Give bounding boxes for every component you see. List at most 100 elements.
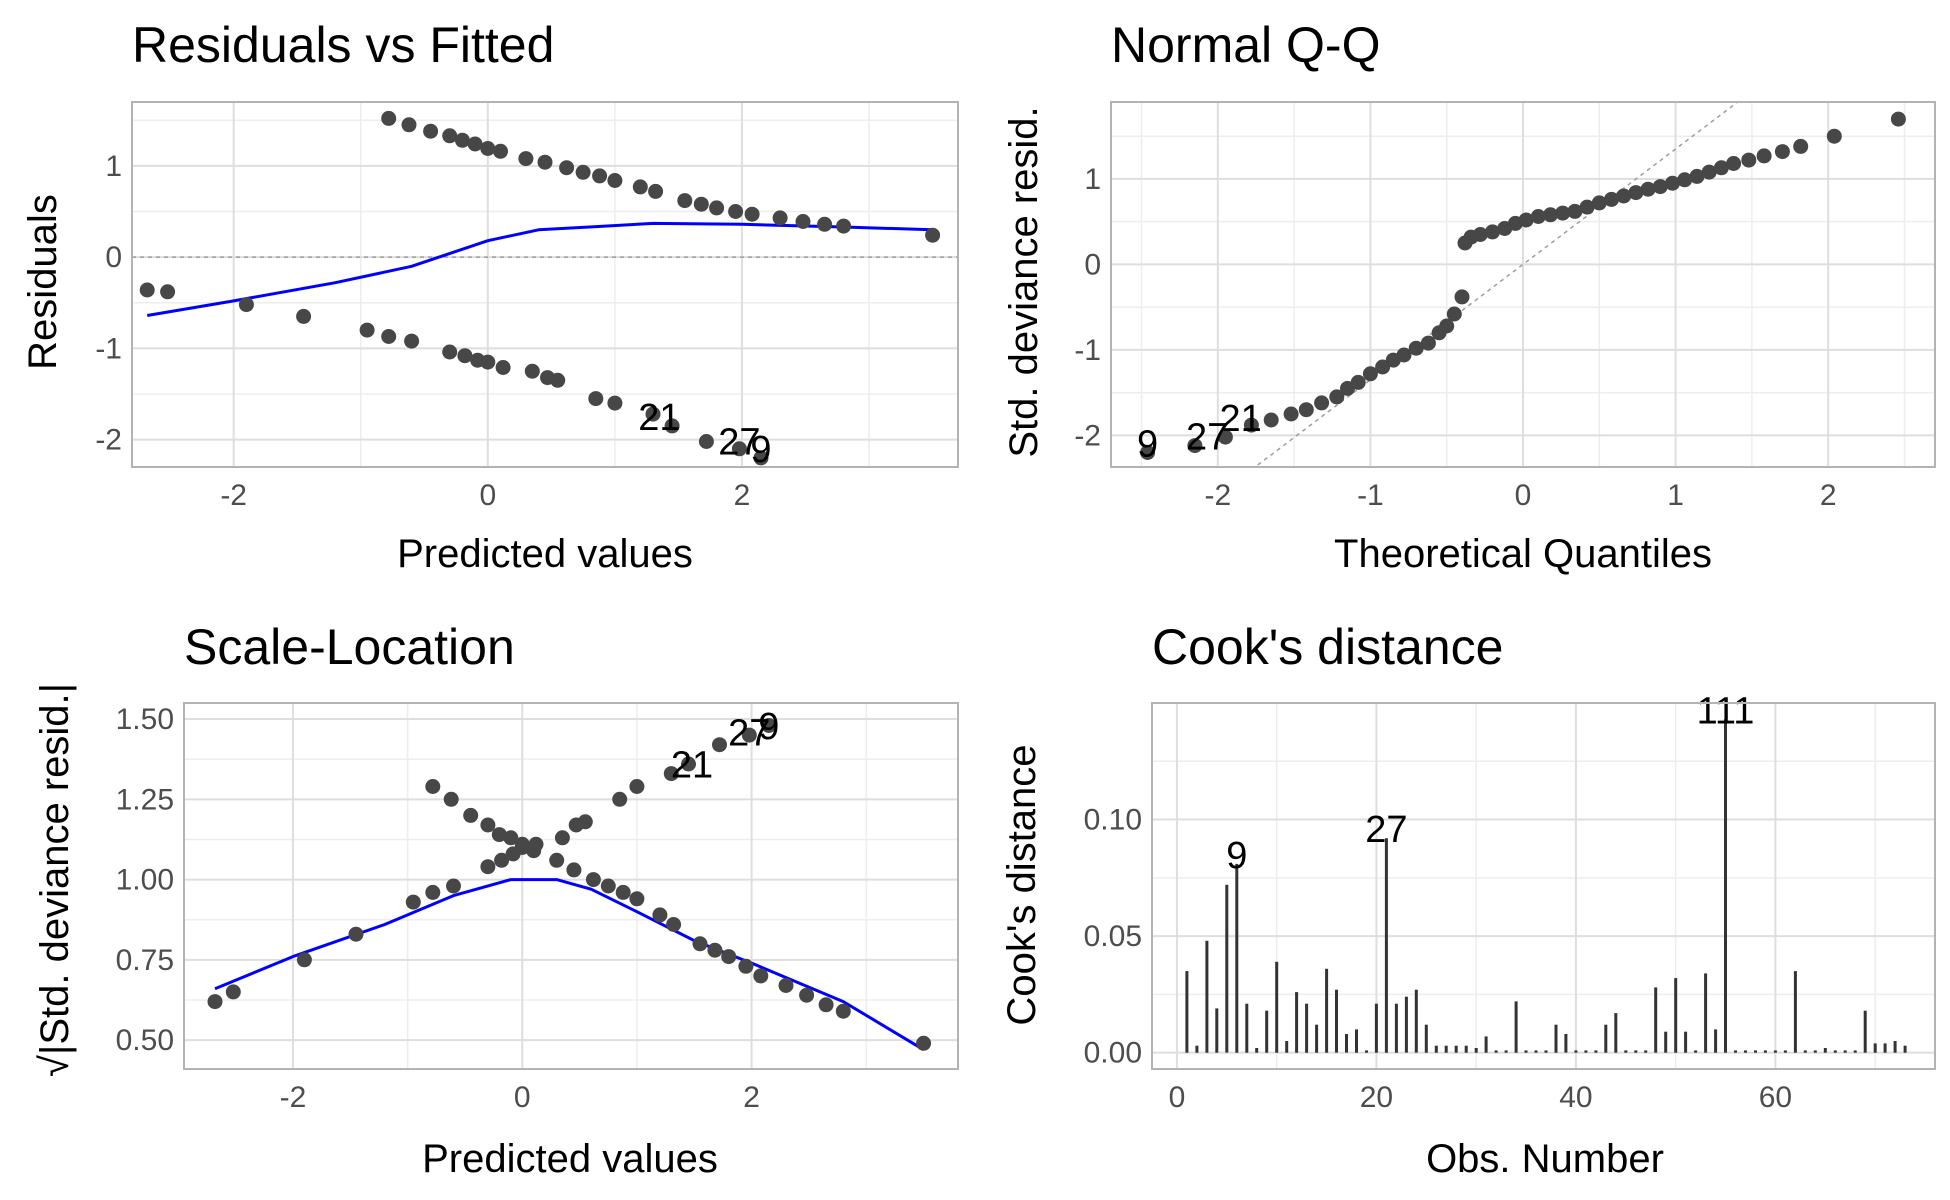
cooks-x-tick-label: 20 bbox=[1360, 1081, 1393, 1114]
residuals-point bbox=[238, 297, 254, 313]
cooks-point-label: 9 bbox=[1226, 835, 1247, 877]
cooks-bar bbox=[1704, 973, 1708, 1053]
qq-point bbox=[1217, 429, 1233, 445]
cooks-bar bbox=[1903, 1045, 1907, 1053]
qq-point-label: 27 bbox=[1186, 417, 1228, 459]
residuals-plot-border bbox=[131, 101, 959, 468]
scale-location-point bbox=[707, 942, 723, 958]
residuals-x-tick-label: 0 bbox=[479, 479, 496, 512]
cooks-bar bbox=[1734, 1050, 1737, 1053]
cooks-bar bbox=[1235, 863, 1239, 1053]
residuals-point bbox=[559, 160, 575, 176]
qq-point bbox=[1555, 205, 1571, 221]
scale-location-point bbox=[652, 907, 668, 923]
cooks-point-label: 27 bbox=[1365, 809, 1407, 851]
cooks-bar bbox=[1744, 1050, 1747, 1053]
cooks-y-tick-labels: 0.00 0.05 0.10 bbox=[1084, 804, 1142, 1070]
qq-point bbox=[1640, 181, 1656, 197]
qq-point bbox=[1701, 164, 1717, 180]
residuals-point bbox=[709, 200, 725, 216]
scale-location-y-tick-labels: 0.50 0.75 1.00 1.25 1.50 bbox=[116, 703, 174, 1057]
residuals-point bbox=[693, 196, 709, 212]
cooks-bar bbox=[1245, 1003, 1249, 1053]
cooks-bar bbox=[1664, 1031, 1668, 1053]
scale-location-point bbox=[425, 884, 441, 900]
scale-location-point bbox=[681, 756, 696, 772]
cooks-bar bbox=[1504, 1050, 1508, 1053]
scale-location-point bbox=[443, 791, 459, 807]
scale-location-point bbox=[666, 917, 682, 932]
scale-location-point bbox=[663, 766, 679, 782]
cooks-y-tick-label: 0.05 bbox=[1084, 920, 1142, 953]
residuals-y-tick-label: 0 bbox=[105, 241, 122, 274]
residuals-point bbox=[698, 434, 714, 449]
qq-point bbox=[1616, 188, 1632, 204]
qq-point bbox=[1567, 203, 1583, 219]
scale-location-point bbox=[446, 878, 461, 894]
cooks-bar bbox=[1524, 1050, 1528, 1053]
residuals-point bbox=[607, 395, 623, 411]
cooks-plot-title: Cook's distance bbox=[1152, 619, 1503, 675]
qq-point bbox=[1713, 160, 1729, 176]
residuals-point bbox=[381, 329, 397, 344]
cooks-bar bbox=[1853, 1050, 1857, 1053]
residuals-y-tick-labels: -2 -1 0 1 bbox=[95, 150, 122, 457]
cooks-bar bbox=[1813, 1050, 1817, 1053]
residuals-point bbox=[607, 173, 623, 188]
scale-location-point bbox=[738, 958, 754, 974]
scale-location-point bbox=[761, 718, 777, 733]
residuals-point bbox=[423, 123, 439, 139]
residuals-point bbox=[160, 284, 176, 300]
cooks-bar bbox=[1823, 1048, 1827, 1053]
qq-point bbox=[1485, 224, 1500, 240]
residuals-x-tick-labels: -2 0 2 bbox=[220, 479, 750, 512]
scale-location-y-tick-label: 0.50 bbox=[116, 1024, 174, 1057]
scale-location-point-label: 27 bbox=[728, 713, 770, 755]
residuals-x-tick-label: -2 bbox=[220, 479, 247, 512]
residuals-point bbox=[359, 322, 375, 338]
scale-location-point-labels: 21 279 bbox=[671, 706, 780, 787]
cooks-bar bbox=[1594, 1050, 1598, 1053]
cooks-bar bbox=[1634, 1050, 1638, 1053]
qq-y-axis-title: Std. deviance resid. bbox=[1002, 106, 1046, 457]
qq-x-tick-label: 0 bbox=[1515, 479, 1532, 512]
qq-x-tick-label: 2 bbox=[1820, 479, 1837, 512]
qq-point bbox=[1446, 306, 1462, 322]
cooks-y-tick-label: 0.10 bbox=[1084, 804, 1142, 837]
panel-cooks-distance: Cook's distance 9 27 111 0.00 0.05 0.10 0 20 4… bbox=[1000, 619, 1936, 1181]
scale-location-point bbox=[799, 987, 815, 1003]
residuals-point bbox=[401, 117, 417, 133]
scale-location-plot-border bbox=[183, 702, 959, 1070]
cooks-bar bbox=[1464, 1045, 1468, 1053]
cooks-bar bbox=[1724, 719, 1727, 1053]
qq-point bbox=[1298, 402, 1314, 418]
scale-location-point bbox=[712, 737, 727, 753]
qq-point bbox=[1420, 335, 1436, 351]
scale-location-point bbox=[405, 894, 421, 910]
cooks-y-axis-title: Cook's distance bbox=[1000, 744, 1044, 1025]
scale-location-plot-title: Scale-Location bbox=[184, 619, 515, 675]
scale-location-y-axis-title: √|Std. deviance resid.| bbox=[33, 683, 77, 1077]
residuals-point bbox=[442, 128, 458, 144]
residuals-point bbox=[296, 308, 312, 324]
residuals-point bbox=[550, 372, 566, 388]
qq-point bbox=[1741, 152, 1757, 168]
qq-point bbox=[1454, 289, 1470, 305]
scale-location-point bbox=[629, 779, 645, 794]
residuals-point bbox=[592, 168, 608, 184]
scale-location-point bbox=[225, 984, 241, 1000]
qq-point bbox=[1652, 179, 1668, 195]
cooks-bars bbox=[1185, 719, 1907, 1053]
cooks-bar bbox=[1833, 1050, 1837, 1053]
qq-point-label: 21 bbox=[1220, 398, 1262, 440]
residuals-x-tick-label: 2 bbox=[734, 479, 751, 512]
scale-location-point bbox=[494, 852, 510, 868]
residuals-point-labels: 21 279 bbox=[638, 397, 771, 471]
cooks-x-tick-labels: 0 20 40 60 bbox=[1169, 1081, 1793, 1114]
residuals-point bbox=[728, 204, 744, 219]
qq-plot-title: Normal Q-Q bbox=[1111, 17, 1380, 73]
qq-point bbox=[1408, 340, 1424, 356]
